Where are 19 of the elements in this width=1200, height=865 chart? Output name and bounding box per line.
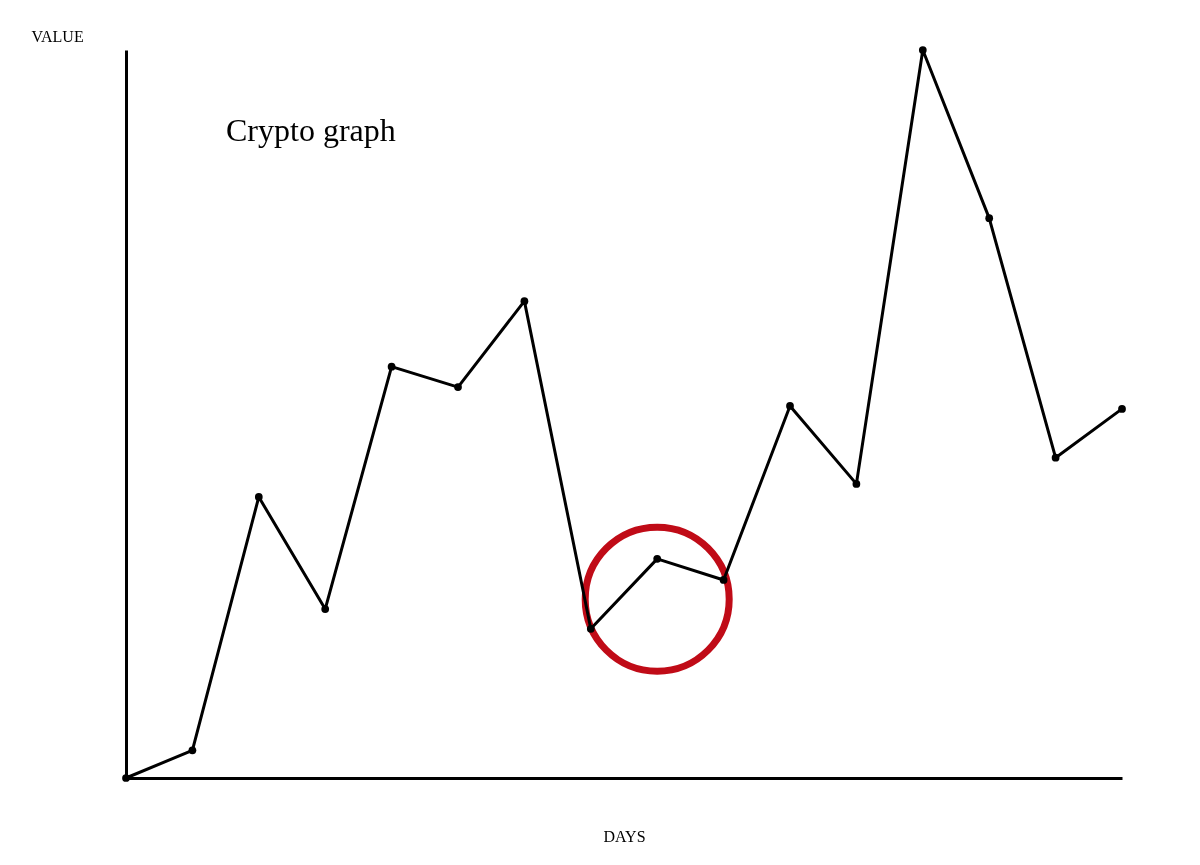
point xyxy=(1051,453,1060,462)
point xyxy=(454,383,462,391)
point xyxy=(387,362,396,371)
y-axis-title: VALUE xyxy=(31,27,84,45)
point xyxy=(321,605,330,613)
point xyxy=(122,774,130,782)
point xyxy=(719,576,728,584)
x-axis-title: DAYS xyxy=(603,827,646,845)
text: Crypto graph xyxy=(226,112,396,148)
point xyxy=(918,46,927,54)
point xyxy=(1118,405,1126,413)
point xyxy=(786,402,794,410)
point xyxy=(653,555,662,563)
point xyxy=(852,480,861,488)
point xyxy=(985,214,994,223)
point xyxy=(254,493,263,501)
point xyxy=(520,297,529,306)
point xyxy=(586,624,595,633)
point xyxy=(188,746,197,755)
